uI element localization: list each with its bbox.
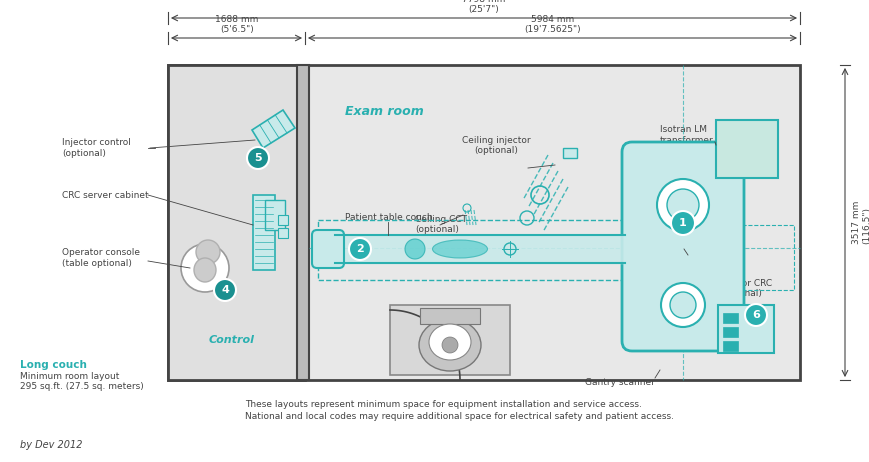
Bar bbox=[741, 225, 793, 290]
Bar bbox=[722, 313, 737, 323]
Text: 4: 4 bbox=[221, 285, 229, 295]
Bar bbox=[278, 215, 288, 225]
Bar bbox=[265, 200, 285, 230]
Text: Long couch: Long couch bbox=[20, 360, 87, 370]
Text: 6: 6 bbox=[751, 310, 759, 320]
Bar bbox=[318, 220, 633, 280]
Bar bbox=[562, 148, 576, 158]
Bar bbox=[715, 120, 777, 178]
Text: 1: 1 bbox=[679, 218, 687, 228]
FancyBboxPatch shape bbox=[312, 230, 343, 268]
Circle shape bbox=[669, 292, 695, 318]
Text: Isotran LM
transformer: Isotran LM transformer bbox=[660, 125, 713, 145]
Text: CRC server cabinet: CRC server cabinet bbox=[62, 190, 149, 200]
Text: 2: 2 bbox=[355, 244, 363, 254]
Ellipse shape bbox=[428, 324, 470, 360]
Text: 3517 mm
(116.5"): 3517 mm (116.5") bbox=[851, 201, 869, 243]
Text: Minimum room layout
295 sq.ft. (27.5 sq. meters): Minimum room layout 295 sq.ft. (27.5 sq.… bbox=[20, 372, 143, 391]
Polygon shape bbox=[252, 110, 295, 148]
Text: 1688 mm
(5'6.5"): 1688 mm (5'6.5") bbox=[215, 15, 258, 34]
Circle shape bbox=[441, 337, 457, 353]
Bar bbox=[389, 305, 509, 375]
Bar bbox=[717, 305, 773, 353]
Ellipse shape bbox=[419, 319, 481, 371]
Circle shape bbox=[670, 211, 694, 235]
Bar bbox=[722, 327, 737, 337]
Circle shape bbox=[656, 179, 708, 231]
Text: 7798 mm
(25'7"): 7798 mm (25'7") bbox=[461, 0, 505, 14]
Text: 5: 5 bbox=[254, 153, 262, 163]
Circle shape bbox=[744, 304, 766, 326]
Circle shape bbox=[214, 279, 235, 301]
Text: Isocenter: Isocenter bbox=[689, 252, 732, 261]
Bar bbox=[722, 341, 737, 351]
Text: UPS for CRC
(optional): UPS for CRC (optional) bbox=[717, 279, 772, 298]
Ellipse shape bbox=[432, 240, 487, 258]
Circle shape bbox=[348, 238, 370, 260]
Circle shape bbox=[660, 283, 704, 327]
Polygon shape bbox=[335, 235, 624, 263]
FancyBboxPatch shape bbox=[621, 142, 743, 351]
Bar bbox=[168, 65, 305, 380]
Bar bbox=[296, 65, 308, 380]
Circle shape bbox=[247, 147, 269, 169]
Text: Operator console
(table optional): Operator console (table optional) bbox=[62, 248, 140, 267]
Text: Patient table couch: Patient table couch bbox=[345, 213, 432, 222]
Circle shape bbox=[181, 244, 229, 292]
Text: Control: Control bbox=[209, 335, 255, 345]
Text: by Dev 2012: by Dev 2012 bbox=[20, 440, 83, 450]
Text: These layouts represent minimum space for equipment installation and service acc: These layouts represent minimum space fo… bbox=[245, 400, 673, 421]
Text: Gantry scanner: Gantry scanner bbox=[584, 378, 654, 387]
Circle shape bbox=[667, 189, 698, 221]
Bar bbox=[278, 228, 288, 238]
Text: 5984 mm
(19'7.5625"): 5984 mm (19'7.5625") bbox=[524, 15, 580, 34]
Bar bbox=[168, 65, 799, 380]
Text: Ceiling CCT
(optional): Ceiling CCT (optional) bbox=[415, 215, 467, 234]
Ellipse shape bbox=[194, 258, 216, 282]
Circle shape bbox=[196, 240, 220, 264]
Bar bbox=[253, 195, 275, 270]
Bar bbox=[420, 308, 480, 324]
Text: Exam room: Exam room bbox=[345, 105, 423, 118]
Text: Ceiling injector
(optional): Ceiling injector (optional) bbox=[461, 136, 530, 155]
Text: Injector control
(optional): Injector control (optional) bbox=[62, 138, 130, 158]
Circle shape bbox=[405, 239, 425, 259]
